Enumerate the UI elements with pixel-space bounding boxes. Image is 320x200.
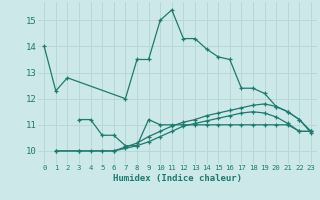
X-axis label: Humidex (Indice chaleur): Humidex (Indice chaleur) [113,174,242,183]
